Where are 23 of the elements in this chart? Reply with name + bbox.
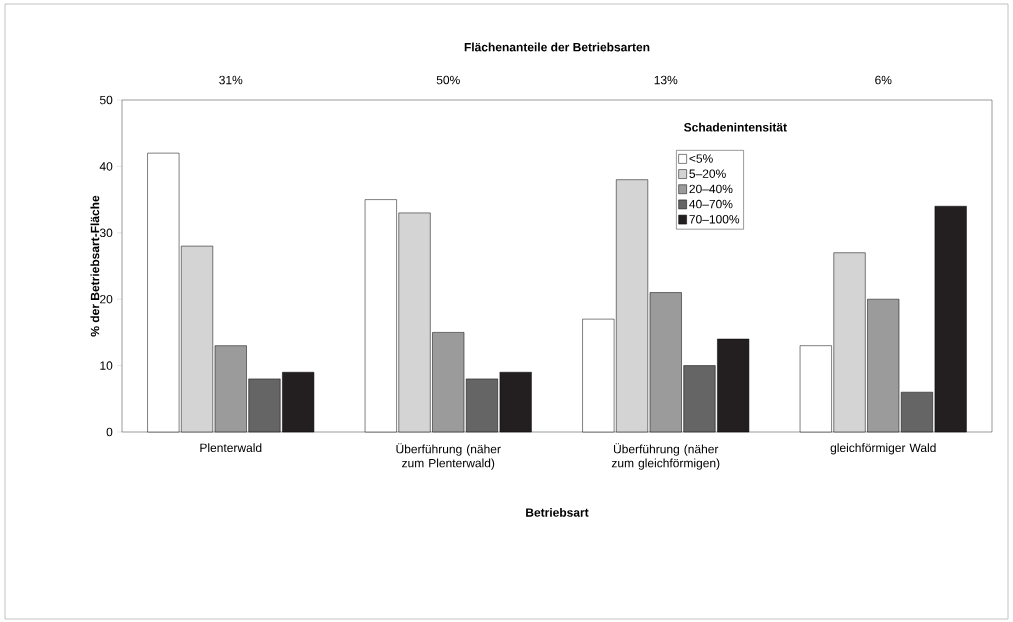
legend-label: 70–100% bbox=[689, 215, 740, 224]
text: 13% bbox=[654, 75, 678, 85]
x-tick-label: gleichförmiger Wald bbox=[830, 443, 936, 455]
x-tick-label: Überführung (näher zum gleichförmigen) bbox=[611, 443, 720, 470]
legend-label: 20–40% bbox=[689, 184, 733, 194]
text: 31% bbox=[219, 75, 243, 85]
y-tick-label: 0 bbox=[106, 427, 113, 437]
text: 6% bbox=[875, 75, 892, 85]
legend-title: Schadenintensität bbox=[684, 122, 787, 132]
x-tick-label: Überführung (näher zum Plenterwald) bbox=[396, 443, 501, 470]
text: 50% bbox=[436, 75, 460, 85]
y-axis-title: % der Betriebsart-Fläche bbox=[90, 195, 100, 337]
x2-axis-title: Flächenanteile der Betriebsarten bbox=[464, 42, 650, 52]
y-tick-label: 30 bbox=[99, 228, 113, 238]
y-tick-label: 40 bbox=[99, 162, 113, 171]
y-tick-label: 20 bbox=[100, 294, 113, 304]
x-axis-title: Betriebsart bbox=[526, 507, 589, 517]
legend-label: 40–70% bbox=[689, 199, 733, 209]
legend-label: 5–20% bbox=[689, 169, 726, 178]
x-tick-label: Plenterwald bbox=[200, 443, 262, 453]
y-tick-label: 10 bbox=[100, 361, 113, 370]
y-tick-label: 50 bbox=[99, 95, 113, 105]
legend-label: <5% bbox=[689, 154, 713, 163]
